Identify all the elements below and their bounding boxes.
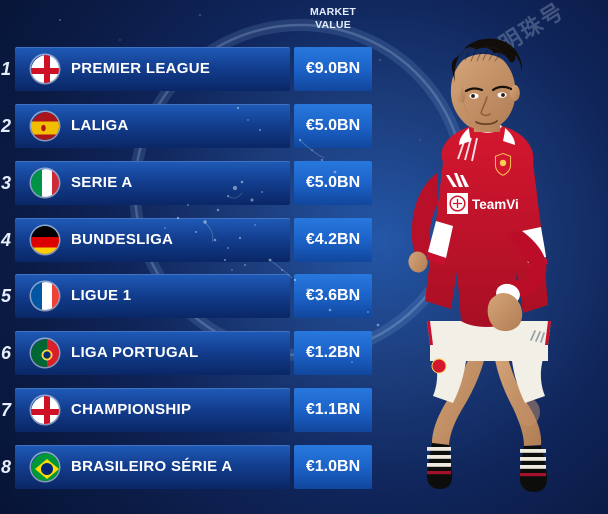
svg-text:TeamVi: TeamVi [472, 197, 519, 212]
